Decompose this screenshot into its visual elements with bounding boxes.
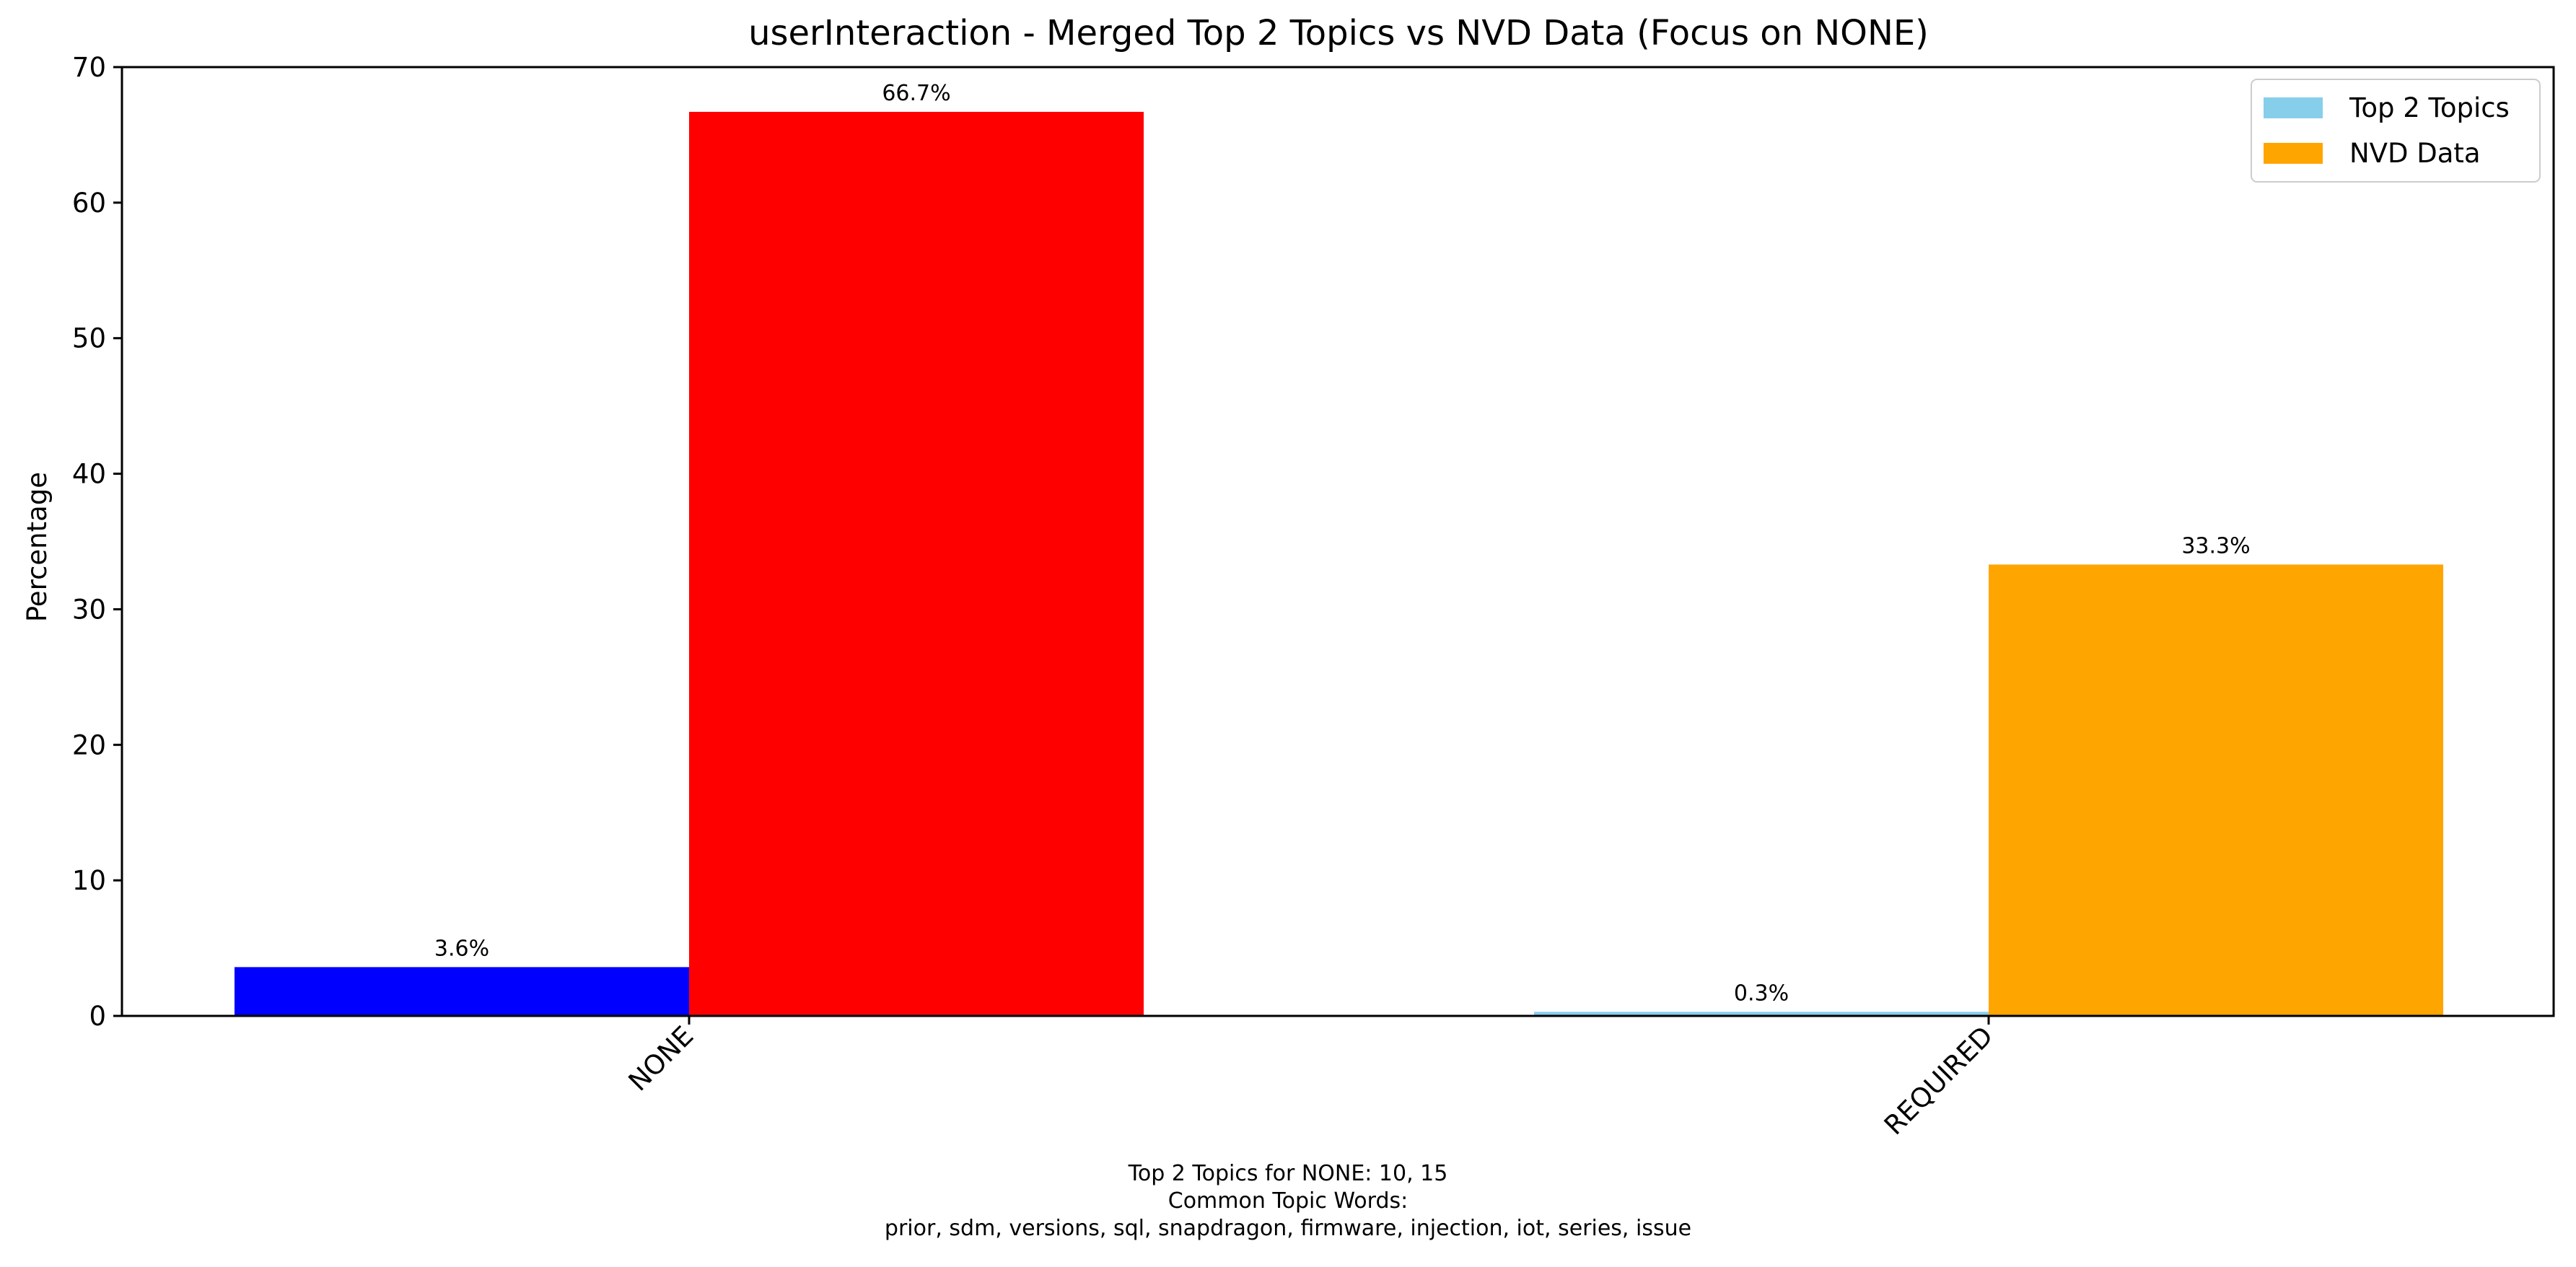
legend-label: NVD Data <box>2349 138 2481 169</box>
y-tick-label: 70 <box>72 52 106 83</box>
bar-nvd-none <box>689 111 1144 1016</box>
y-tick-label: 30 <box>72 594 106 625</box>
y-tick-label: 10 <box>72 865 106 896</box>
x-tick-label: REQUIRED <box>1878 1020 1999 1141</box>
y-tick-label: 0 <box>89 1001 106 1032</box>
footnote-common-words: prior, sdm, versions, sql, snapdragon, f… <box>884 1216 1692 1241</box>
bars-layer <box>235 111 2443 1016</box>
chart-title: userInteraction - Merged Top 2 Topics vs… <box>748 13 1929 53</box>
legend-box <box>2251 79 2541 183</box>
footnote: Top 2 Topics for NONE: 10, 15 Common Top… <box>0 1160 2576 1242</box>
bar-value-label: 0.3% <box>1734 981 1789 1006</box>
y-tick-label: 60 <box>72 188 106 219</box>
x-axis: NONE REQUIRED <box>623 1016 1999 1141</box>
y-tick-label: 20 <box>72 729 106 760</box>
y-axis-label: Percentage <box>22 472 53 622</box>
bar-top-topics-required <box>1534 1012 1989 1016</box>
bar-labels-layer: 3.6% 0.3% 66.7% 33.3% <box>434 81 2251 1006</box>
y-tick-label: 40 <box>72 459 106 490</box>
bar-nvd-required <box>1989 564 2443 1016</box>
legend-label: Top 2 Topics <box>2349 92 2510 123</box>
legend-swatch <box>2264 143 2323 164</box>
legend: Top 2 Topics NVD Data <box>2251 79 2541 183</box>
bar-value-label: 66.7% <box>882 81 950 106</box>
bar-top-topics-none <box>235 967 689 1016</box>
legend-swatch <box>2264 97 2323 118</box>
bar-value-label: 3.6% <box>434 936 489 961</box>
bar-value-label: 33.3% <box>2181 533 2250 558</box>
x-tick-label: NONE <box>623 1020 700 1097</box>
footnote-common-words-heading: Common Topic Words: <box>1167 1188 1409 1214</box>
footnote-top-topics: Top 2 Topics for NONE: 10, 15 <box>1128 1161 1448 1186</box>
y-tick-label: 50 <box>72 323 106 354</box>
plot-frame <box>121 66 2555 1017</box>
y-axis: 0 10 20 30 40 50 60 70 <box>72 52 122 1032</box>
